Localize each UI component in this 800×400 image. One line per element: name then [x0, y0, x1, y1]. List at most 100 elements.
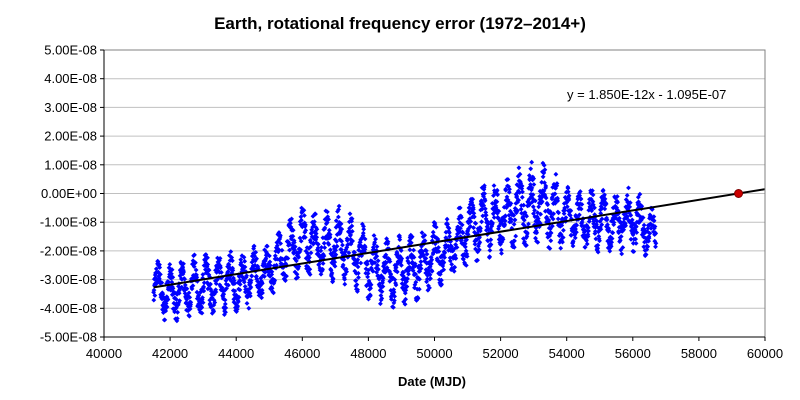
data-point	[176, 290, 182, 296]
data-point	[307, 266, 313, 272]
data-point	[373, 236, 378, 242]
data-point	[212, 300, 218, 305]
data-point	[483, 216, 489, 222]
data-point	[568, 233, 574, 238]
data-point	[355, 257, 361, 263]
data-point	[467, 205, 472, 211]
data-point	[306, 253, 311, 259]
data-point	[206, 272, 212, 278]
data-point	[529, 185, 535, 191]
data-point	[572, 235, 578, 241]
data-point	[272, 277, 278, 283]
data-point	[164, 304, 170, 310]
data-point	[307, 255, 312, 260]
data-point	[555, 198, 561, 204]
data-point	[487, 248, 493, 253]
data-point	[322, 245, 328, 250]
data-point	[409, 255, 415, 261]
data-point	[630, 240, 636, 246]
data-point	[408, 240, 414, 246]
trend-line	[153, 188, 766, 289]
data-point	[611, 220, 617, 225]
data-point	[473, 221, 479, 226]
data-point	[590, 192, 596, 198]
data-point	[393, 282, 399, 288]
data-point	[259, 281, 265, 286]
data-point	[203, 259, 209, 265]
data-point	[352, 250, 357, 255]
data-point	[481, 203, 487, 208]
data-point	[170, 286, 176, 291]
data-point	[622, 221, 628, 226]
data-point	[335, 209, 340, 214]
data-point	[453, 256, 459, 261]
data-point	[515, 208, 520, 214]
data-point	[653, 244, 658, 250]
data-point	[533, 225, 539, 231]
data-point	[308, 250, 314, 256]
data-point	[235, 299, 241, 305]
data-point	[519, 194, 525, 200]
data-point	[385, 239, 391, 245]
data-point	[248, 293, 253, 299]
data-point	[550, 223, 555, 229]
data-point	[206, 267, 212, 273]
data-point	[592, 205, 597, 211]
data-point	[546, 245, 551, 250]
data-point	[552, 201, 558, 206]
data-point	[366, 296, 371, 302]
y-tick-label: -4.00E-08	[40, 301, 97, 316]
data-point	[157, 265, 163, 270]
data-point	[596, 234, 602, 239]
data-point	[457, 229, 462, 235]
data-point	[372, 260, 378, 266]
data-point	[393, 264, 399, 270]
data-point	[633, 224, 639, 230]
data-point	[436, 245, 441, 250]
y-tick-label: 3.00E-08	[44, 100, 97, 115]
data-point	[271, 290, 276, 296]
data-point	[499, 251, 504, 256]
y-tick-label: 1.00E-08	[44, 157, 97, 172]
data-point	[353, 283, 359, 289]
y-tick-label: 0.00E+00	[41, 186, 97, 201]
y-tick-label: -3.00E-08	[40, 272, 97, 287]
data-point	[485, 238, 491, 244]
data-point	[529, 199, 535, 205]
data-point	[504, 205, 509, 210]
data-point	[205, 255, 210, 261]
data-point	[507, 186, 512, 192]
data-point	[613, 195, 618, 201]
data-point	[283, 278, 288, 283]
data-point	[524, 213, 529, 219]
data-point	[651, 218, 657, 224]
data-point	[355, 270, 361, 276]
data-point	[400, 273, 406, 279]
data-point	[211, 302, 217, 308]
data-point	[477, 239, 483, 245]
x-tick-label: 44000	[218, 346, 254, 361]
data-point	[392, 298, 397, 303]
data-point	[609, 236, 615, 241]
data-point	[342, 277, 347, 282]
data-point	[312, 219, 317, 224]
data-point	[365, 274, 370, 280]
data-point	[219, 285, 225, 291]
data-point	[440, 263, 446, 269]
data-point	[267, 263, 273, 268]
data-point	[187, 295, 193, 300]
data-point	[458, 225, 463, 231]
data-point	[260, 290, 265, 296]
data-point	[259, 295, 264, 301]
data-point	[302, 235, 308, 240]
data-point	[485, 221, 491, 227]
data-point	[182, 282, 188, 288]
data-point	[326, 242, 332, 247]
data-point	[399, 262, 404, 268]
data-point	[356, 275, 361, 280]
data-point	[187, 313, 192, 319]
data-point	[488, 237, 494, 243]
data-point	[153, 266, 159, 272]
x-tick-label: 48000	[350, 346, 386, 361]
data-point	[556, 233, 562, 238]
